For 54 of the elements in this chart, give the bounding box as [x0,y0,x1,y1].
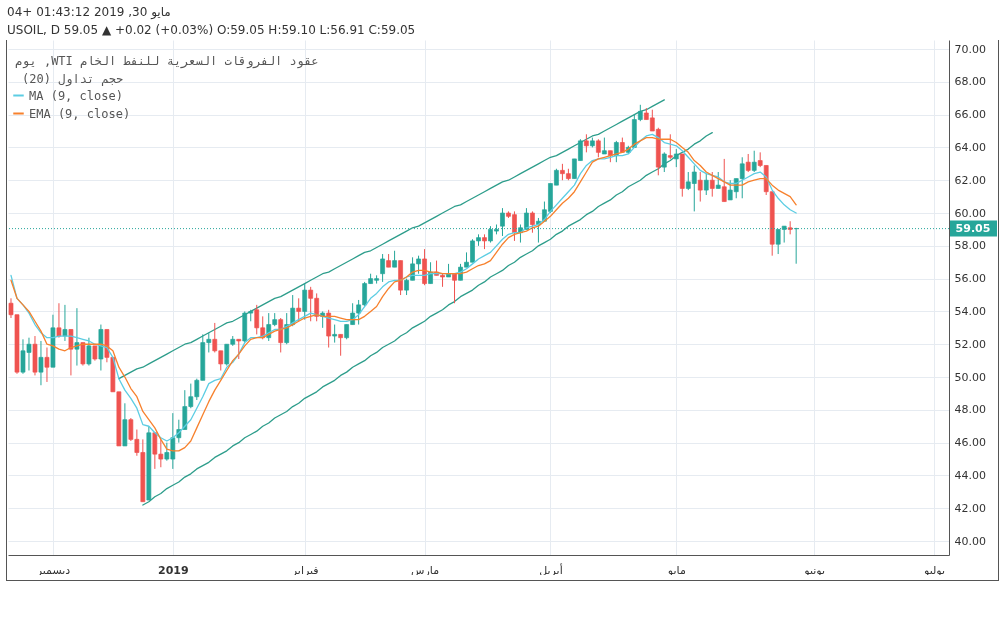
candlestick [332,324,337,344]
candlestick [530,210,535,234]
candlestick [721,158,727,203]
line-series [142,132,713,506]
candlestick [661,151,667,173]
candlestick [68,328,74,376]
candlestick [296,297,302,322]
y-tick-label: 70.00 [954,42,986,56]
y-tick-label: 48.00 [954,403,986,417]
candlestick [236,338,242,360]
y-tick-label: 54.00 [954,304,986,318]
candlestick [697,171,703,203]
candlestick [56,302,62,339]
candlestick [667,133,673,160]
candlestick [673,148,679,168]
y-tick-label: 62.00 [954,173,986,187]
y-tick-label: 46.00 [954,436,986,450]
ref-line-label: 59.05 [955,221,991,235]
candlestick [338,333,343,357]
y-tick-label: 68.00 [954,75,986,89]
candlestick [326,309,332,349]
candlestick [709,171,715,198]
y-tick-label: 64.00 [954,140,986,154]
y-tick-label: 44.00 [954,468,986,482]
candlestick [44,347,50,383]
candlestick [74,307,80,367]
candlestick [584,133,589,153]
y-tick-label: 52.00 [954,337,986,351]
text: عقود الفروقات السعرية للنفط الخام WTI, يوم [15,54,319,69]
candlestick [745,153,751,173]
y-tick-label: 42.00 [954,501,986,515]
y-tick-label: 50.00 [954,370,986,384]
text: مايو 30, 2019 01:43:12 +04 [7,5,171,20]
legend-label: MA (9, close) [29,88,123,103]
candlestick [380,253,385,283]
y-tick-label: 66.00 [954,108,986,122]
chart-subtitle: USOIL, D 59.05 ▲ +0.02 (+0.03%) O:59.05 H:59.10 L:56.91 C:59.05 [7,23,416,38]
candlestick [703,173,709,196]
candlestick [80,342,86,367]
x-tick-label: 2019 [158,563,189,577]
candlestick [302,283,308,321]
candlestick [452,273,457,304]
candlestick [86,337,92,367]
y-tick-label: 58.00 [954,239,986,253]
y-tick-label: 60.00 [954,206,986,220]
candlestick [751,150,757,173]
candlestick [38,340,44,386]
candlestick [62,304,68,342]
candlestick [596,138,601,158]
annotation: حجم تداول (20) [22,72,124,87]
y-tick-label: 40.00 [954,534,986,548]
y-tick-label: 56.00 [954,272,986,286]
candlestick [278,317,284,353]
legend-label: EMA (9, close) [29,106,131,121]
